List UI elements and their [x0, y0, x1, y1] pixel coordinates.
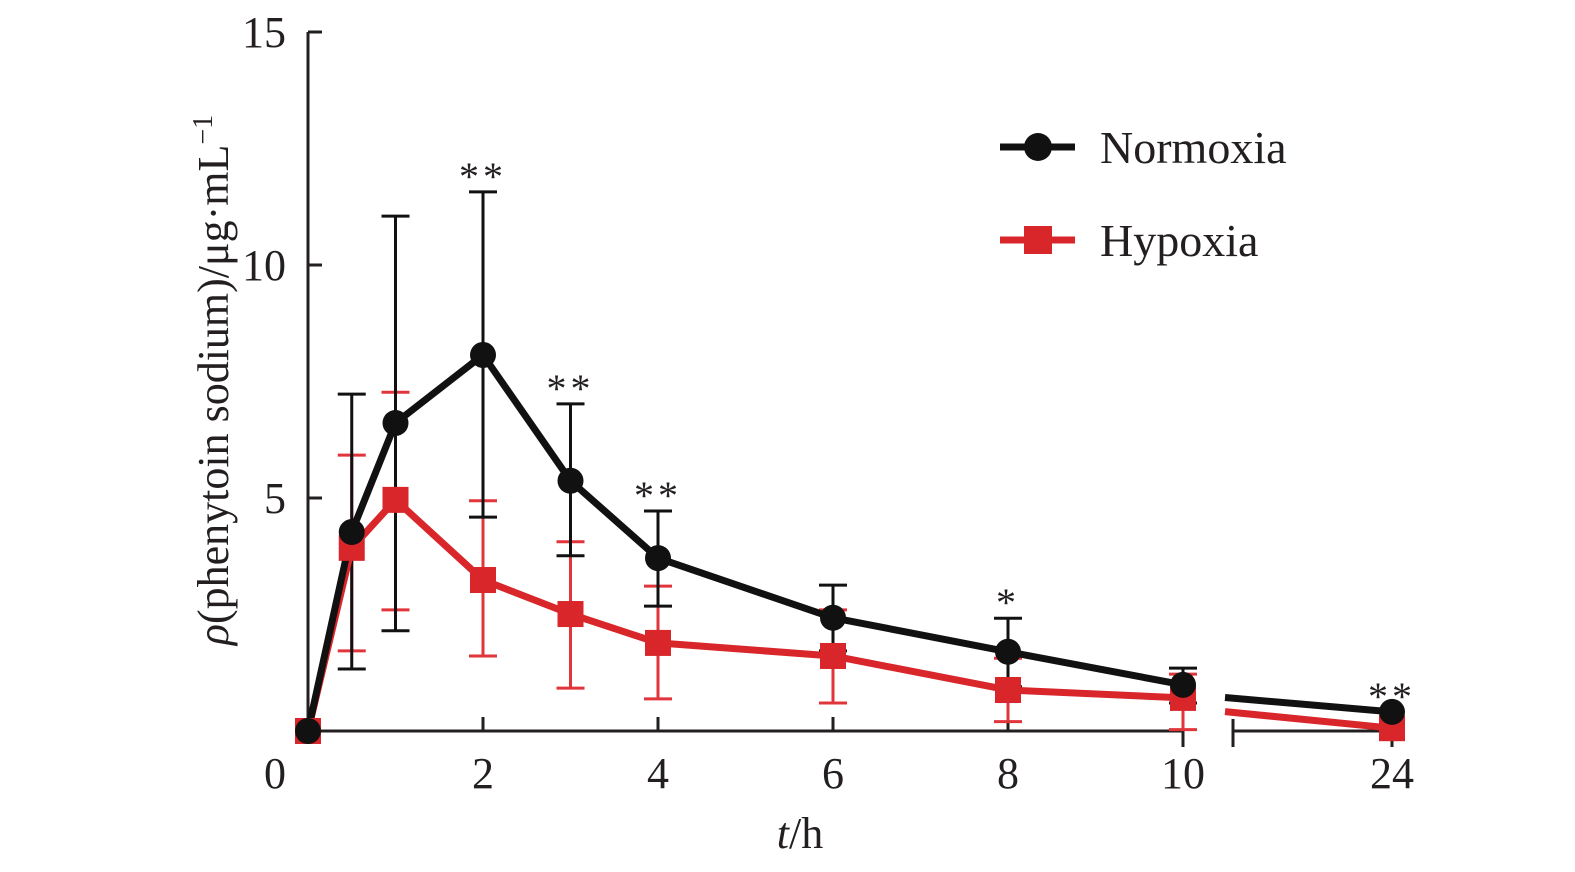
legend-marker-circle: [1024, 133, 1052, 161]
data-point-normoxia: [820, 604, 846, 631]
x-tick-label: 8: [997, 749, 1019, 798]
data-point-normoxia: [295, 718, 321, 744]
x-tick-label: 0: [264, 749, 286, 798]
data-point-normoxia: [382, 409, 409, 436]
x-tick-label: 10: [1161, 749, 1205, 798]
x-axis-label-unit: /h: [789, 809, 823, 858]
significance-marker: **: [1368, 674, 1416, 719]
y-axis-label: ρ(phenytoin sodium)/μg·mL−1: [188, 115, 238, 647]
x-tick-label: 6: [822, 749, 844, 798]
legend-label-normoxia: Normoxia: [1100, 122, 1287, 173]
legend-marker-square: [1024, 226, 1052, 254]
data-point-hypoxia: [470, 567, 496, 594]
series-markers: [295, 341, 1405, 744]
data-point-hypoxia: [557, 601, 584, 628]
y-axis-label-symbol: ρ: [189, 624, 238, 647]
data-point-normoxia: [1170, 671, 1196, 698]
data-point-normoxia: [557, 467, 584, 494]
data-point-hypoxia: [820, 642, 846, 669]
significance-marker: **: [547, 366, 595, 411]
y-axis-label-text: (phenytoin sodium)/μg·mL: [189, 145, 238, 624]
y-axis-label-exponent: −1: [188, 115, 219, 145]
legend: Normoxia Hypoxia: [1000, 122, 1287, 266]
y-tick-label: 10: [242, 241, 286, 290]
x-tick-label: 2: [472, 749, 494, 798]
data-point-normoxia: [1379, 698, 1405, 725]
data-point-hypoxia: [382, 486, 409, 513]
significance-annotations: *********: [459, 154, 1416, 719]
series-lines: [304, 351, 1393, 732]
data-point-normoxia: [645, 545, 671, 572]
x-axis-label: t/h: [777, 809, 823, 858]
x-tick-label: 4: [647, 749, 669, 798]
data-point-hypoxia: [995, 676, 1021, 703]
series-line-after-break-normoxia: [1224, 694, 1393, 716]
y-tick-label: 15: [242, 8, 286, 57]
data-point-hypoxia: [645, 629, 671, 656]
significance-marker: **: [634, 473, 682, 518]
series-line-after-break-hypoxia: [1224, 708, 1393, 732]
x-axis-label-var: t: [777, 809, 791, 858]
data-point-normoxia: [338, 519, 365, 546]
x-tick-label: 24: [1370, 749, 1414, 798]
data-point-normoxia: [995, 638, 1021, 665]
significance-marker: **: [459, 154, 507, 199]
series-line-hypoxia: [304, 496, 1184, 732]
significance-marker: *: [996, 580, 1020, 625]
y-tick-label: 5: [264, 474, 286, 523]
legend-label-hypoxia: Hypoxia: [1100, 215, 1258, 266]
data-point-normoxia: [470, 341, 496, 368]
